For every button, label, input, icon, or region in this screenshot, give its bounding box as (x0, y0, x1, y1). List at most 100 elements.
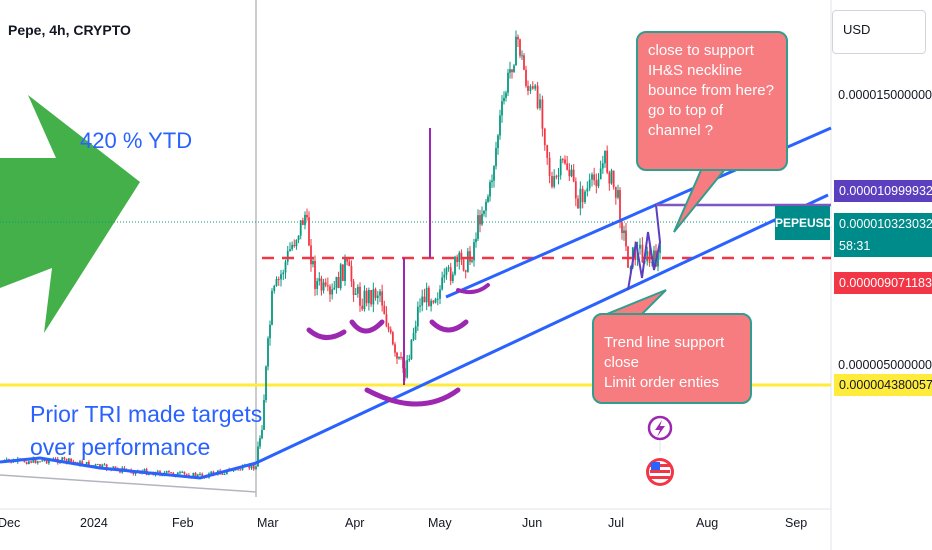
candle-264 (574, 181, 577, 199)
grey-trend-line (0, 474, 257, 493)
candle-139 (308, 217, 310, 246)
candle-131 (291, 244, 294, 250)
candle-130 (289, 249, 291, 251)
price-tag-current: 0.000010323032 (834, 213, 932, 235)
candle-146 (322, 282, 325, 291)
candle-142 (314, 261, 316, 289)
left-shoulder-arc (306, 327, 347, 340)
candle-256 (557, 175, 560, 177)
candle-225 (491, 180, 493, 183)
callout-bottom: Trend line support close Limit order ent… (592, 313, 752, 404)
candle-240 (521, 55, 523, 57)
candle-119 (265, 366, 267, 400)
candle-172 (379, 291, 381, 296)
candle-223 (487, 196, 489, 202)
candle-158 (348, 261, 351, 267)
candle-13 (30, 461, 33, 463)
callout-top-line-1: close to support (648, 42, 754, 59)
candle-80 (179, 472, 181, 474)
blue-zigzag-drawing (627, 204, 831, 291)
candle-145 (320, 278, 323, 291)
candle-148 (326, 285, 329, 287)
candle-269 (586, 188, 589, 192)
candle-39 (87, 461, 90, 467)
candle-232 (505, 92, 507, 98)
candle-229 (499, 115, 501, 136)
candle-209 (458, 252, 461, 263)
candle-280 (610, 170, 613, 184)
candle-111 (248, 465, 251, 469)
candle-107 (239, 469, 242, 471)
candle-128 (284, 261, 287, 273)
candle-242 (525, 69, 527, 86)
candle-205 (449, 267, 452, 281)
candle-204 (447, 267, 450, 269)
candle-219 (479, 215, 481, 225)
candle-220 (481, 213, 483, 225)
candle-83 (185, 473, 188, 475)
time-label-mar: Mar (257, 516, 279, 530)
candle-250 (543, 128, 546, 146)
candle-198 (434, 298, 437, 303)
prior-line-1: Prior TRI made targets (30, 401, 263, 427)
currency-button[interactable]: USD (832, 10, 926, 54)
callout-top-line-4: go to top of channel ? (648, 102, 724, 139)
candle-143 (316, 280, 319, 289)
candle-45 (101, 464, 104, 468)
candle-166 (365, 290, 368, 304)
candle-124 (275, 278, 278, 286)
candle-117 (261, 429, 263, 439)
candle-226 (493, 166, 495, 181)
ytd-annotation: 420 % YTD (80, 128, 193, 153)
candle-150 (331, 289, 334, 295)
candle-210 (460, 252, 463, 260)
candle-32 (72, 461, 75, 463)
candle-90 (201, 473, 204, 478)
lightning-icon[interactable] (647, 415, 673, 441)
candle-121 (269, 324, 271, 339)
candle-116 (259, 438, 261, 447)
candle-241 (523, 55, 525, 70)
candle-123 (273, 285, 276, 291)
candle-281 (612, 170, 615, 187)
price-tag-neckline: 0.000009071183 (834, 272, 932, 294)
candle-200 (439, 289, 441, 299)
candle-135 (299, 220, 302, 236)
candle-285 (621, 222, 623, 233)
candle-236 (513, 65, 515, 72)
candle-239 (519, 39, 521, 56)
candle-31 (70, 458, 73, 462)
candle-2 (5, 459, 8, 461)
candle-27 (61, 457, 64, 462)
us-flag-icon[interactable] (646, 458, 674, 486)
callout-top: close to support IH&S neckline bounce fr… (636, 31, 788, 171)
prior-line-2: over performance (30, 434, 211, 460)
head-arc (364, 387, 461, 407)
candle-125 (277, 278, 280, 280)
candle-86 (192, 473, 195, 479)
candle-263 (572, 169, 575, 182)
candle-173 (381, 291, 384, 306)
candle-113 (252, 464, 255, 470)
candle-16 (36, 461, 39, 464)
time-label-feb: Feb (172, 516, 194, 530)
candle-277 (604, 150, 606, 164)
candle-11 (25, 462, 28, 465)
candle-155 (341, 264, 344, 281)
small-arc (456, 283, 490, 295)
candle-132 (293, 244, 296, 247)
candle-224 (489, 182, 491, 197)
candle-122 (271, 290, 273, 325)
lower-trend-line[interactable] (255, 193, 829, 465)
candle-262 (570, 169, 573, 177)
candle-180 (396, 352, 398, 359)
candle-162 (356, 286, 359, 294)
price-tag-upper: 0.000010999932 (834, 180, 932, 202)
candle-202 (443, 274, 446, 278)
candle-160 (352, 281, 355, 295)
candle-133 (295, 240, 298, 247)
candle-201 (441, 277, 444, 290)
candle-12 (27, 461, 30, 465)
candle-286 (623, 230, 625, 233)
